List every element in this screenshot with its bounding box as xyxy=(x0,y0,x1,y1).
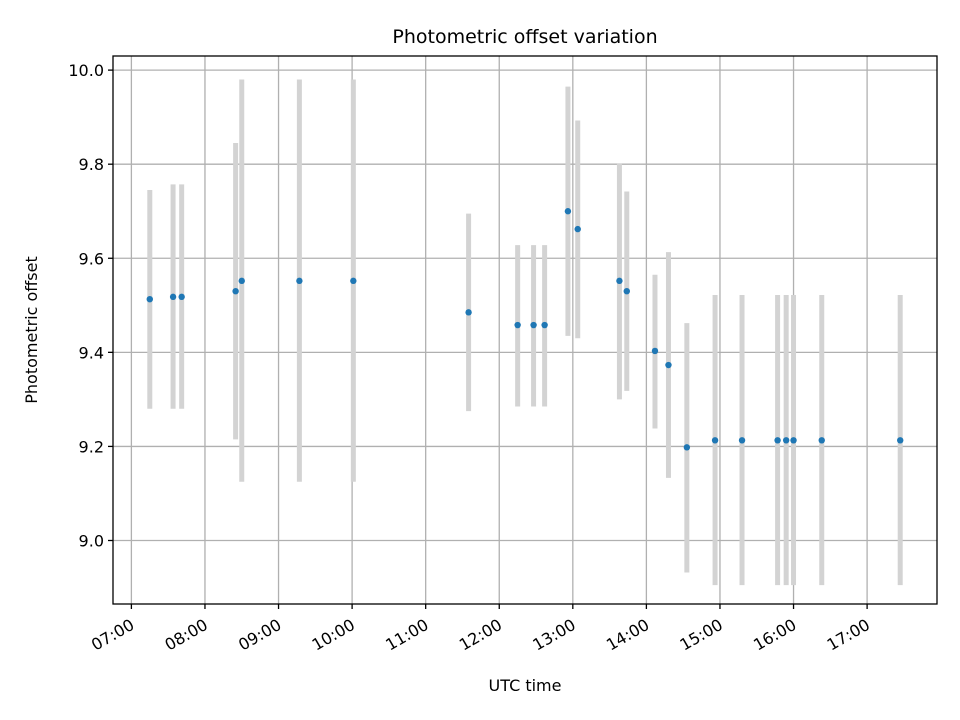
y-axis-ticks: 9.0 9.2 9.4 9.6 9.8 10.0 xyxy=(68,61,113,550)
data-point xyxy=(296,277,303,285)
data-point xyxy=(738,437,746,444)
data-point xyxy=(178,293,185,301)
y-tick-label: 9.8 xyxy=(79,155,104,174)
data-point xyxy=(782,437,790,444)
data-point xyxy=(238,277,245,285)
chart-title: Photometric offset variation xyxy=(392,26,657,48)
data-point xyxy=(574,225,581,233)
data-point xyxy=(623,287,630,295)
data-point xyxy=(465,309,472,316)
grid xyxy=(113,56,937,604)
data-point xyxy=(711,437,719,444)
data-point xyxy=(651,347,659,355)
y-tick-label: 9.6 xyxy=(79,249,104,268)
y-axis-label: Photometric offset xyxy=(22,256,41,404)
plot-frame xyxy=(112,55,938,605)
y-tick-label: 9.4 xyxy=(79,343,104,362)
data-point xyxy=(897,437,904,444)
data-points xyxy=(146,208,904,451)
data-point xyxy=(169,293,177,301)
data-point xyxy=(790,437,797,444)
data-point xyxy=(564,208,572,215)
data-point xyxy=(232,287,239,295)
data-point xyxy=(683,444,691,451)
y-tick-label: 9.0 xyxy=(79,531,104,550)
data-point xyxy=(146,295,153,303)
x-axis-label: UTC time xyxy=(489,676,562,695)
data-point xyxy=(541,321,548,329)
y-tick-label: 9.2 xyxy=(79,437,104,456)
y-tick-label: 10.0 xyxy=(68,61,104,80)
data-point xyxy=(665,361,672,369)
data-point xyxy=(530,321,537,329)
data-point xyxy=(616,277,623,285)
data-point xyxy=(514,321,521,329)
data-point xyxy=(350,277,357,285)
data-point xyxy=(774,437,781,444)
data-point xyxy=(818,437,825,444)
